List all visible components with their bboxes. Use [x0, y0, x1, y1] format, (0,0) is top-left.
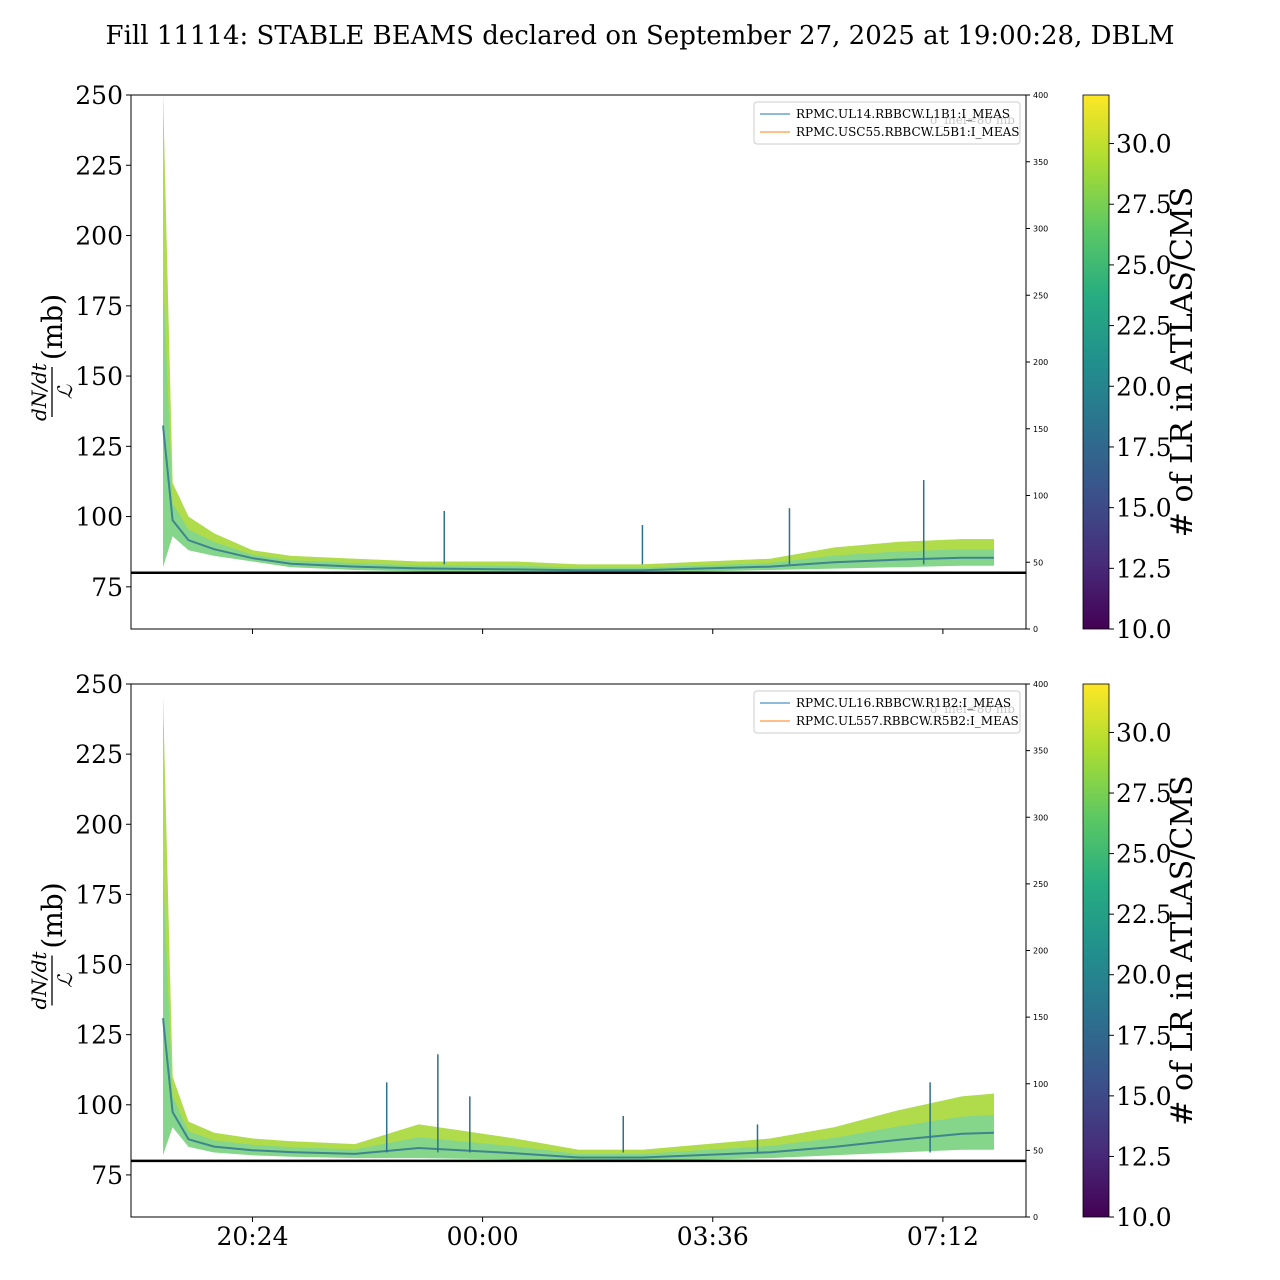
- loss-rate-core: [162, 425, 994, 572]
- y-label-numerator: dN/dt: [27, 362, 51, 421]
- y-tick-label: 200: [75, 222, 123, 251]
- colorbar-tick-label: 20.0: [1116, 372, 1172, 401]
- colorbar-tick-label: 30.0: [1116, 718, 1172, 747]
- colorbar-gradient: [1082, 683, 1110, 1218]
- x-tick-label: 03:36: [677, 1222, 749, 1251]
- secondary-tick-label: 250: [1033, 291, 1048, 300]
- y-label-denominator: ℒ: [53, 973, 77, 988]
- loss-rate-band: [163, 95, 994, 573]
- secondary-tick-label: 50: [1033, 558, 1043, 567]
- y-label-unit: (mb): [36, 294, 69, 360]
- legend-entry: RPMC.USC55.RBBCW.L5B1:I_MEAS: [796, 125, 1019, 139]
- colorbar-tick-label: 17.5: [1116, 1021, 1172, 1050]
- y-axis-label: dN/dt ℒ (mb): [27, 882, 77, 1009]
- y-axis-label: dN/dt ℒ (mb): [27, 294, 77, 421]
- colorbar-tick-label: 15.0: [1116, 1082, 1172, 1111]
- colorbar-label: # of LR in ATLAS/CMS: [1165, 187, 1200, 537]
- y-tick-label: 225: [75, 151, 123, 180]
- colorbar-tick-label: 22.5: [1116, 312, 1172, 341]
- secondary-tick-label: 150: [1033, 425, 1048, 434]
- secondary-tick-label: 400: [1033, 680, 1048, 689]
- y-tick-label: 75: [91, 573, 123, 602]
- secondary-tick-label: 400: [1033, 91, 1048, 100]
- top-panel: 75 100 125 150 175 200 225 250 0 50 100 150 200 250 30…: [27, 81, 1048, 634]
- y-tick-label: 75: [91, 1161, 123, 1190]
- loss-rate-band: [163, 698, 994, 1161]
- x-tick-label: 00:00: [447, 1222, 519, 1251]
- y-tick-label: 150: [75, 362, 123, 391]
- secondary-tick-label: 200: [1033, 947, 1048, 956]
- y-tick-label: 150: [75, 951, 123, 980]
- y-tick-label: 125: [75, 1021, 123, 1050]
- secondary-tick-label: 350: [1033, 747, 1048, 756]
- chart-title: Fill 11114: STABLE BEAMS declared on Sep…: [106, 21, 1175, 51]
- secondary-tick-label: 300: [1033, 813, 1048, 822]
- colorbar-tick-label: 30.0: [1116, 130, 1172, 159]
- colorbar-tick-label: 17.5: [1116, 433, 1172, 462]
- y-tick-label: 200: [75, 810, 123, 839]
- bottom-colorbar: 10.0 12.5 15.0 17.5 20.0 22.5 25.0 27.5 30.0 # of…: [1082, 683, 1200, 1232]
- secondary-tick-label: 350: [1033, 158, 1048, 167]
- colorbar-tick-label: 25.0: [1116, 840, 1172, 869]
- y-tick-label: 250: [75, 81, 123, 110]
- plot-area: [162, 95, 994, 573]
- colorbar-tick-label: 22.5: [1116, 900, 1172, 929]
- legend-entry: RPMC.UL557.RBBCW.R5B2:I_MEAS: [796, 714, 1019, 728]
- top-colorbar: 10.0 12.5 15.0 17.5 20.0 22.5 25.0 27.5 30.0 # of…: [1082, 94, 1200, 644]
- secondary-tick-label: 0: [1033, 1213, 1038, 1222]
- colorbar-tick-label: 10.0: [1116, 1203, 1172, 1232]
- colorbar-tick-label: 27.5: [1116, 190, 1172, 219]
- y-tick-label: 250: [75, 670, 123, 699]
- y-label-denominator: ℒ: [53, 384, 77, 399]
- legend-overlay-label: σ_inel=80 mb: [930, 113, 1015, 127]
- x-tick-label: 20:24: [216, 1222, 288, 1251]
- y-tick-label: 100: [75, 1091, 123, 1120]
- y-label-unit: (mb): [36, 882, 69, 948]
- y-label-numerator: dN/dt: [27, 951, 51, 1010]
- legend-entry: RPMC.UL14.RBBCW.L1B1:I_MEAS: [796, 107, 1010, 121]
- y-tick-label: 175: [75, 880, 123, 909]
- loss-rate-core: [162, 1017, 995, 1159]
- loss-rate-upper-band: [163, 95, 994, 568]
- secondary-tick-label: 200: [1033, 358, 1048, 367]
- colorbar-tick-label: 12.5: [1116, 554, 1172, 583]
- x-tick-label: 07:12: [907, 1222, 979, 1251]
- y-tick-label: 100: [75, 503, 123, 532]
- colorbar-tick-label: 15.0: [1116, 494, 1172, 523]
- y-tick-label: 175: [75, 292, 123, 321]
- legend-overlay-label: σ_inel=80 mb: [930, 702, 1015, 716]
- legend-box: [753, 101, 1021, 145]
- y-tick-label: 225: [75, 740, 123, 769]
- legend-box: [753, 690, 1021, 734]
- colorbar-tick-label: 27.5: [1116, 779, 1172, 808]
- loss-rate-upper-band: [163, 698, 994, 1154]
- secondary-tick-label: 300: [1033, 225, 1048, 234]
- secondary-tick-label: 0: [1033, 625, 1038, 634]
- colorbar-tick-label: 12.5: [1116, 1142, 1172, 1171]
- legend-entry: RPMC.UL16.RBBCW.R1B2:I_MEAS: [796, 696, 1011, 710]
- y-tick-label: 125: [75, 432, 123, 461]
- secondary-tick-label: 150: [1033, 1013, 1048, 1022]
- secondary-tick-label: 250: [1033, 880, 1048, 889]
- colorbar-label: # of LR in ATLAS/CMS: [1165, 775, 1200, 1125]
- plot-area: [162, 698, 995, 1161]
- colorbar-tick-label: 25.0: [1116, 251, 1172, 280]
- colorbar-tick-label: 10.0: [1116, 615, 1172, 644]
- bottom-panel: 75 100 125 150 175 200 225 250 0 50 100 150 200 250 30…: [27, 670, 1048, 1251]
- secondary-tick-label: 100: [1033, 492, 1048, 501]
- secondary-tick-label: 50: [1033, 1146, 1043, 1155]
- colorbar-tick-label: 20.0: [1116, 961, 1172, 990]
- colorbar-gradient: [1082, 94, 1110, 630]
- secondary-tick-label: 100: [1033, 1080, 1048, 1089]
